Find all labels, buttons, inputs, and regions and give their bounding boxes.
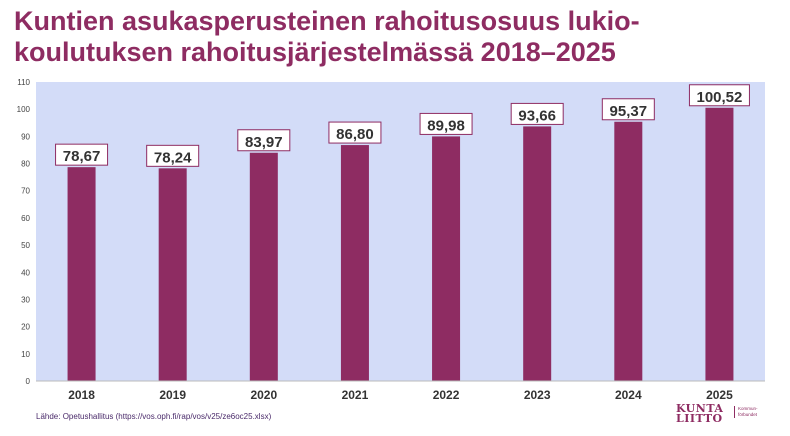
y-tick-label: 60: [21, 214, 30, 223]
x-tick-label: 2025: [706, 388, 733, 402]
data-label-box: [419, 112, 473, 135]
bar: [67, 167, 96, 381]
bar: [523, 126, 552, 381]
data-label: 89,98: [427, 117, 465, 134]
y-tick-label: 50: [21, 241, 30, 250]
data-label-box: [55, 143, 109, 166]
data-label: 83,97: [245, 134, 283, 151]
bar: [158, 168, 187, 381]
data-label: 95,37: [610, 103, 648, 120]
x-tick-label: 2020: [250, 388, 277, 402]
x-tick-label: 2023: [524, 388, 551, 402]
logo-sub-line-1: Kommun-: [738, 406, 758, 411]
data-label: 100,52: [696, 89, 742, 106]
logo-main-line-1: KUNTA: [676, 402, 724, 415]
data-label-box: [328, 121, 382, 144]
y-tick-label: 0: [26, 377, 31, 386]
data-label-box: [237, 129, 291, 152]
bar: [614, 121, 643, 381]
y-tick-label: 20: [21, 323, 30, 332]
chart-title-line-2: koulutuksen rahoitusjärjestelmässä 2018–…: [14, 37, 616, 67]
y-tick-label: 40: [21, 268, 30, 277]
y-tick-label: 100: [17, 105, 31, 114]
data-label-box: [688, 84, 750, 107]
x-tick-label: 2022: [433, 388, 460, 402]
bar: [249, 152, 278, 381]
chart-title: Kuntien asukasperusteinen rahoitusosuus …: [14, 6, 784, 68]
data-label-box: [146, 144, 200, 167]
y-tick-label: 30: [21, 295, 30, 304]
logo-main-text: KUNTA LIITTO: [676, 402, 732, 425]
data-label-box: [601, 98, 655, 121]
y-tick-label: 90: [21, 132, 30, 141]
x-tick-label: 2024: [615, 388, 642, 402]
logo-sub-line-2: förbundet: [738, 412, 758, 417]
logo-sub-text: Kommun- förbundet: [734, 406, 758, 418]
y-tick-label: 80: [21, 160, 30, 169]
data-label: 78,24: [154, 149, 192, 166]
x-tick-label: 2019: [159, 388, 186, 402]
kuntaliitto-logo: KUNTA LIITTO Kommun- förbundet: [676, 402, 786, 432]
x-tick-label: 2021: [342, 388, 369, 402]
logo-main-line-2: LIITTO: [676, 412, 723, 425]
data-label-box: [510, 102, 564, 125]
source-note: Lähde: Opetushallitus (https://vos.oph.f…: [36, 412, 272, 421]
y-tick-label: 10: [21, 350, 30, 359]
data-label: 78,67: [63, 148, 101, 165]
data-label: 93,66: [518, 107, 556, 124]
y-tick-label: 110: [17, 78, 30, 87]
data-label: 86,80: [336, 126, 374, 143]
bar: [705, 107, 734, 381]
bar: [340, 145, 369, 381]
chart-title-line-1: Kuntien asukasperusteinen rahoitusosuus …: [14, 6, 640, 36]
x-tick-label: 2018: [68, 388, 95, 402]
bar: [432, 136, 461, 381]
y-tick-label: 70: [21, 187, 30, 196]
plot-area: [36, 82, 765, 381]
